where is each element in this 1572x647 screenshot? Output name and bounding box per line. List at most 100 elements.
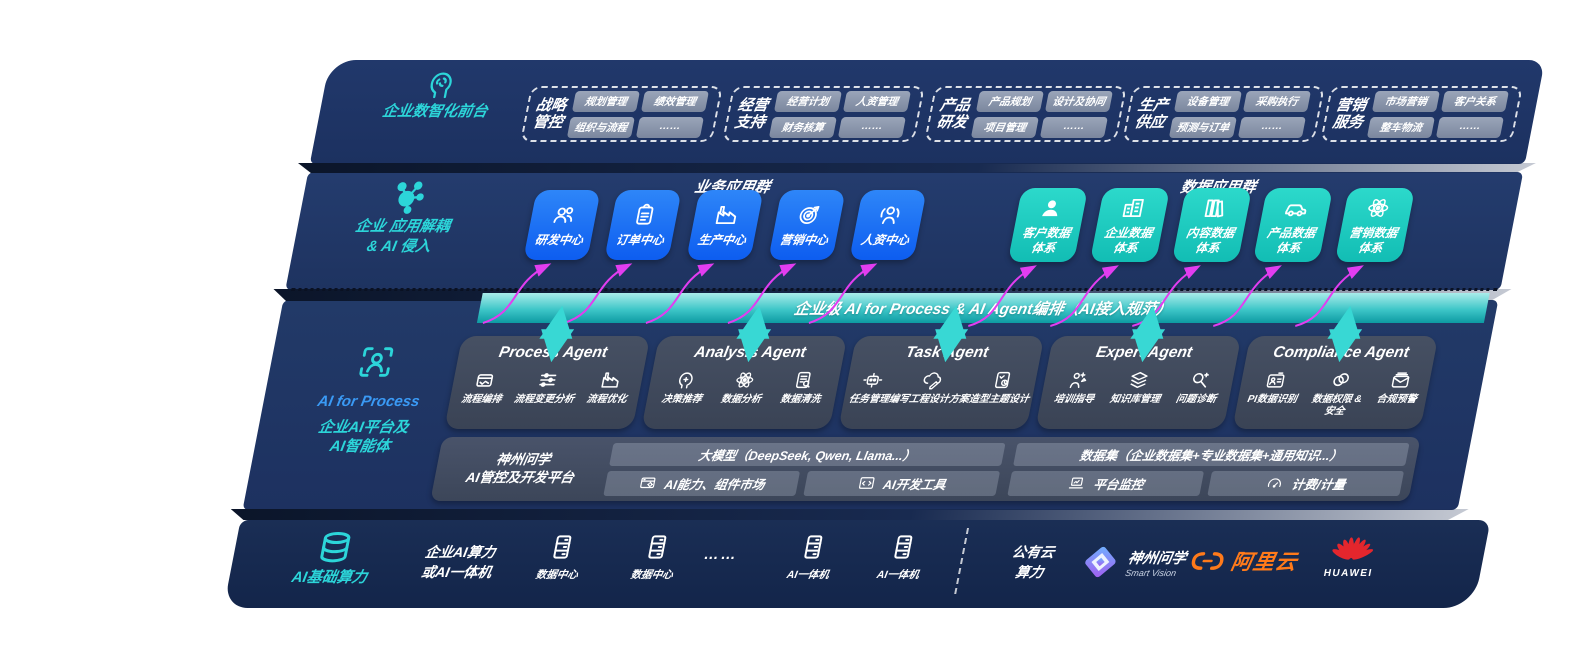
tablet-check-icon [990, 369, 1016, 391]
agent-capabilities: PI数据识别 数据权限 & 安全 合规预警 [1240, 369, 1427, 417]
orchestration-bar: 企业级 AI for Process & AI Agent编排（AI接入规范） [476, 293, 1490, 323]
ai-platform-label-line2: 企业AI平台及 [316, 418, 411, 436]
laptop-icon [1066, 474, 1087, 492]
label-line1: 内容数据 [1184, 226, 1236, 241]
capability-label: 任务管理 [847, 394, 891, 405]
agent-title: Process Agent [497, 344, 609, 361]
people-icon [548, 202, 579, 228]
document-clean-icon [791, 369, 817, 391]
center-label: 订单中心 [614, 233, 666, 248]
vendor-name: HUAWEI [1322, 568, 1374, 579]
function-group-strategy: 战略 管控 规划管理 绩效管理 组织与流程 …… [520, 86, 723, 142]
books-icon [1200, 195, 1231, 221]
agent-capabilities: 决策推荐 数据分析 数据清洗 [651, 369, 836, 406]
group-item: …… [635, 116, 705, 138]
label-line2: 体系 [1030, 240, 1057, 255]
data-system-content: 内容数据 体系 [1171, 188, 1253, 262]
group-item: 客户关系 [1441, 90, 1510, 112]
ai-dev-tools-bar: AI开发工具 [803, 470, 1001, 496]
node-ai-appliance-2: AI一体机 [862, 532, 942, 582]
node-label: AI一体机 [785, 569, 831, 581]
front-office-label: 企业数智化前台 [380, 103, 490, 120]
label-line1: 客户数据 [1020, 226, 1072, 241]
car-icon [1281, 195, 1312, 221]
capability: 决策推荐 [660, 369, 707, 406]
smart-vision-text: 神州问学 Smart Vision [1124, 547, 1188, 578]
mail-alert-icon [1387, 369, 1413, 391]
agent-process: Process Agent 流程编排 流程变更分析 流程优化 [444, 336, 651, 429]
agent-title: Compliance Agent [1271, 344, 1411, 361]
label-line1: 产品数据 [1265, 226, 1317, 241]
huawei-logo [1332, 537, 1374, 560]
group-name-line1: 经营 [736, 96, 770, 114]
data-system-enterprise: 企业数据 体系 [1089, 188, 1171, 262]
server-icon [885, 532, 921, 562]
group-item: 市场营销 [1372, 90, 1441, 112]
orchestration-bar-label: 企业级 AI for Process & AI Agent编排（AI接入规范） [792, 301, 1174, 318]
ai-platform-label-line3: AI智能体 [328, 438, 392, 455]
dataset-tools-row: 平台监控 计费/计量 [1007, 470, 1405, 496]
capability: 知识库管理 [1109, 369, 1166, 406]
node-label: 数据中心 [534, 569, 580, 581]
layer-infrastructure: AI基础算力 企业AI算力 或AI一体机 数据中心 数据中心 …… AI一体机 [223, 520, 1491, 608]
capability: 编写工程设计方案 [888, 369, 975, 406]
capability: 流程优化 [585, 369, 632, 406]
robot-icon [860, 369, 886, 391]
node-datacenter-2: 数据中心 [616, 532, 696, 582]
atom-icon [1363, 195, 1394, 221]
group-name-line2: 研发 [935, 114, 969, 131]
ai-platform-side: AI for Process 企业AI平台及 AI智能体 [273, 342, 465, 457]
platform-label: 神州问学 AI管控及开发平台 [443, 451, 600, 487]
decoupling-label-line1: 企业 应用解耦 [353, 218, 452, 235]
group-item: 组织与流程 [566, 116, 636, 138]
function-group-product: 产品 研发 产品规划 设计及协同 项目管理 …… [924, 86, 1127, 142]
infrastructure-side: AI基础算力 [267, 528, 399, 588]
tool-label: 计费/计量 [1290, 477, 1347, 492]
capability: 造型主题设计 [968, 369, 1035, 406]
vendor-alicloud: 阿里云 [1188, 546, 1301, 576]
label-line1: 营销数据 [1347, 226, 1399, 241]
group-items: 市场营销 客户关系 整车物流 …… [1366, 90, 1510, 138]
group-name: 产品 研发 [935, 97, 972, 132]
rings-icon [1327, 369, 1353, 391]
vertical-dashed-divider [954, 528, 970, 594]
label-line2: 体系 [1357, 240, 1384, 255]
agent-analysis: Analysis Agent 决策推荐 数据分析 数据清洗 [641, 336, 848, 429]
group-items: 设备管理 采购执行 预测与订单 …… [1168, 90, 1312, 138]
label-line2: 体系 [1112, 240, 1139, 255]
group-item: 财务核算 [768, 116, 838, 138]
center-marketing: 营销中心 [768, 190, 846, 260]
agent-title: Expert Agent [1094, 344, 1194, 361]
dataset-bar: 数据集（企业数据集+专业数据集+通用知识...） [1013, 442, 1410, 466]
group-item: 项目管理 [970, 116, 1040, 138]
tool-label: AI能力、组件市场 [663, 477, 766, 492]
agent-title: Task Agent [904, 344, 990, 361]
data-system-product: 产品数据 体系 [1252, 188, 1334, 262]
layer-decoupling: 企业 应用解耦 & AI 侵入 业务应用群 研发中心 订单中心 生产中心 营销中… [285, 172, 1524, 290]
center-label: 营销中心 [778, 233, 830, 248]
platform-monitor-bar: 平台监控 [1007, 470, 1205, 496]
market-icon [637, 474, 658, 492]
capability-label: 知识库管理 [1108, 394, 1162, 405]
group-name-line1: 营销 [1334, 96, 1368, 114]
group-items: 经营计划 人资管理 财务核算 …… [768, 90, 912, 138]
layer-edge [296, 163, 1536, 173]
capability-label: 数据清洗 [779, 394, 822, 405]
group-item: 产品规划 [976, 90, 1045, 112]
label-line2: 体系 [1194, 240, 1221, 255]
ai-capability-market-bar: AI能力、组件市场 [603, 470, 801, 496]
clipboard-icon [629, 202, 660, 228]
group-item: 采购执行 [1243, 90, 1312, 112]
capability: 问题诊断 [1175, 369, 1222, 406]
cloud-pen-icon [920, 369, 946, 391]
agent-compliance: Compliance Agent PI数据识别 数据权限 & 安全 合规预警 [1232, 336, 1439, 429]
capability: 流程编排 [460, 369, 507, 406]
diagnose-icon [1187, 369, 1213, 391]
capability-label: 流程优化 [585, 394, 628, 405]
ai-for-process-label: AI for Process [316, 393, 422, 410]
dataset-column: 数据集（企业数据集+专业数据集+通用知识...） 平台监控 计费/计量 [1007, 442, 1410, 496]
platform-label-line1: 神州问学 [494, 451, 552, 467]
group-name: 生产 供应 [1133, 97, 1170, 132]
agent-expert: Expert Agent 培训指导 知识库管理 问题诊断 [1035, 336, 1242, 429]
